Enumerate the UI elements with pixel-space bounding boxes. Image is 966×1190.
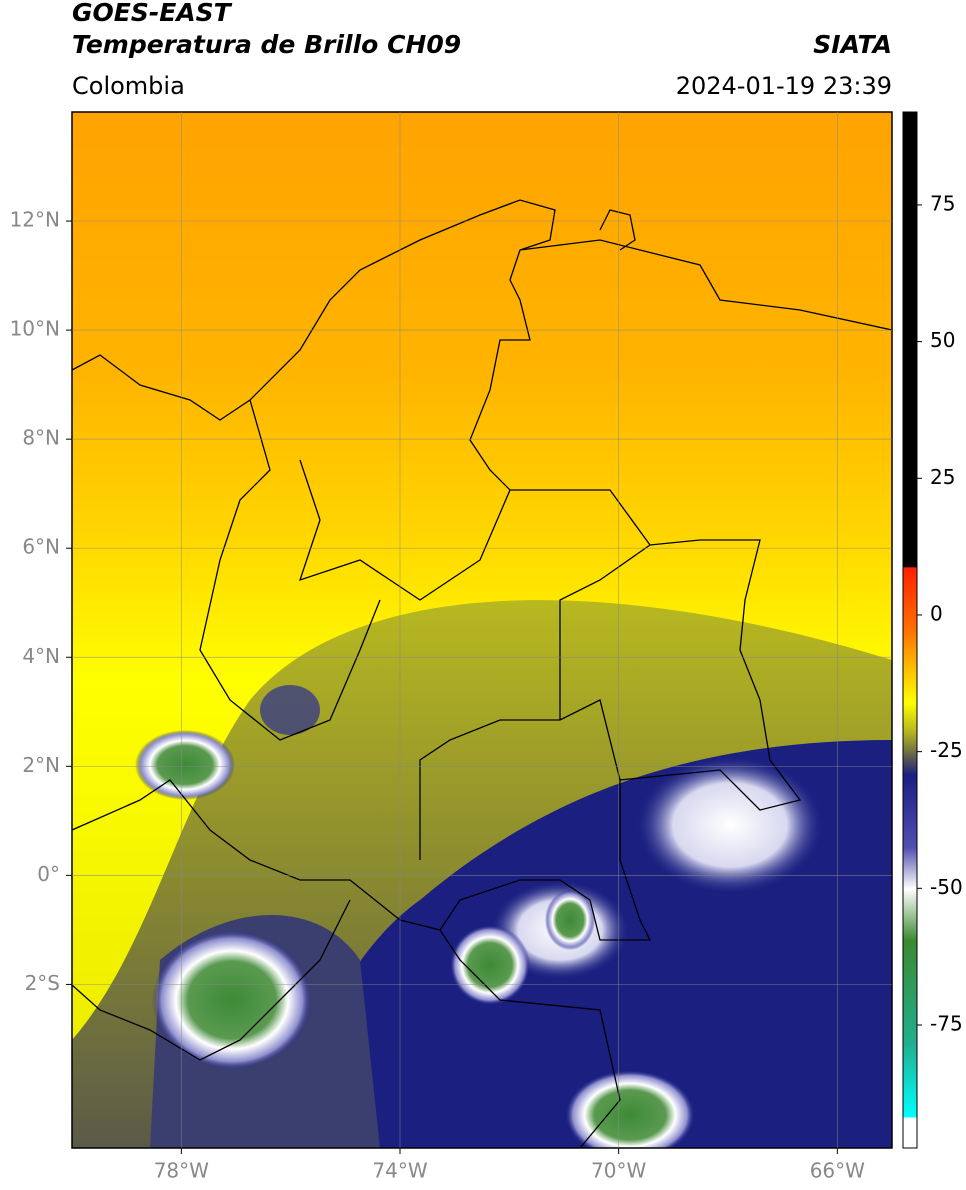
y-tick-label: 8°N (22, 426, 60, 450)
x-tick-label: 78°W (154, 1159, 209, 1183)
colorbar-label: 25 (930, 465, 955, 489)
colorbar-label: 50 (930, 328, 955, 352)
region: Colombia (72, 72, 185, 100)
x-tick-label: 70°W (591, 1159, 646, 1183)
datetime: 2024-01-19 23:39 (676, 72, 892, 100)
title: GOES-EAST (72, 0, 233, 27)
colorbar-label: 75 (930, 191, 955, 215)
y-tick-label: 10°N (10, 317, 60, 341)
y-tick-label: 6°N (22, 535, 60, 559)
y-tick-label: 2°S (25, 971, 60, 995)
map-frame (71, 111, 893, 1149)
satellite-image (72, 112, 892, 1148)
y-tick-label: 12°N (10, 208, 60, 232)
colorbar-label: -50 (930, 875, 963, 899)
y-tick-label: 4°N (22, 644, 60, 668)
y-tick-label: 0° (37, 862, 60, 886)
colorbar (902, 111, 918, 1149)
x-tick-label: 66°W (810, 1159, 865, 1183)
subtitle: Temperatura de Brillo CH09 (72, 30, 461, 59)
colorbar-label: -25 (930, 738, 963, 762)
colorbar-label: -75 (930, 1011, 963, 1035)
x-tick-label: 74°W (372, 1159, 427, 1183)
colorbar-label: 0 (930, 601, 943, 625)
y-tick-label: 2°N (22, 753, 60, 777)
source: SIATA (813, 30, 892, 59)
